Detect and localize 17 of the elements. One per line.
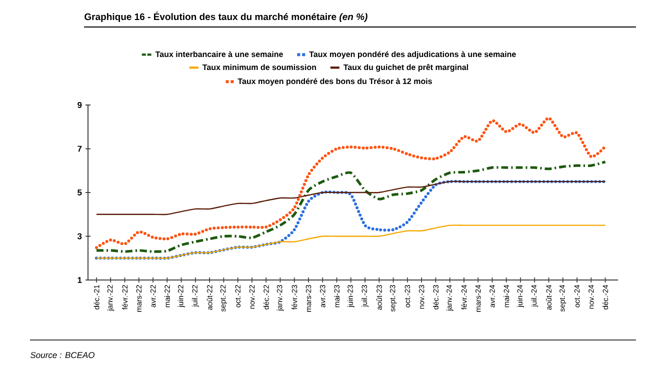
legend-label: Taux moyen pondéré des adjudications à une semaine [309,51,516,59]
legend-label: Taux minimum de soumission [202,64,316,70]
chart-title: Graphique 16 - Évolution des taux du marché monétaire (en %) [84,12,368,22]
line-series [94,180,607,260]
line-series [95,160,607,253]
legend-label: Taux interbancaire à une semaine [155,51,283,58]
legend-label: Taux moyen pondéré des bons du Trésor à 12 mois [238,78,432,86]
line-series [96,224,606,259]
y-tick-label: 3 [77,233,82,240]
y-tick-label: 7 [78,146,82,152]
y-tick-label: 1 [78,277,82,283]
source-note: Source : BCEAO [30,352,95,358]
y-tick-label: 9 [78,102,82,108]
y-tick-label: 5 [78,190,82,196]
line-series [94,116,607,250]
legend-label: Taux du guichet de prêt marginal [343,64,468,72]
line-series [96,180,606,216]
